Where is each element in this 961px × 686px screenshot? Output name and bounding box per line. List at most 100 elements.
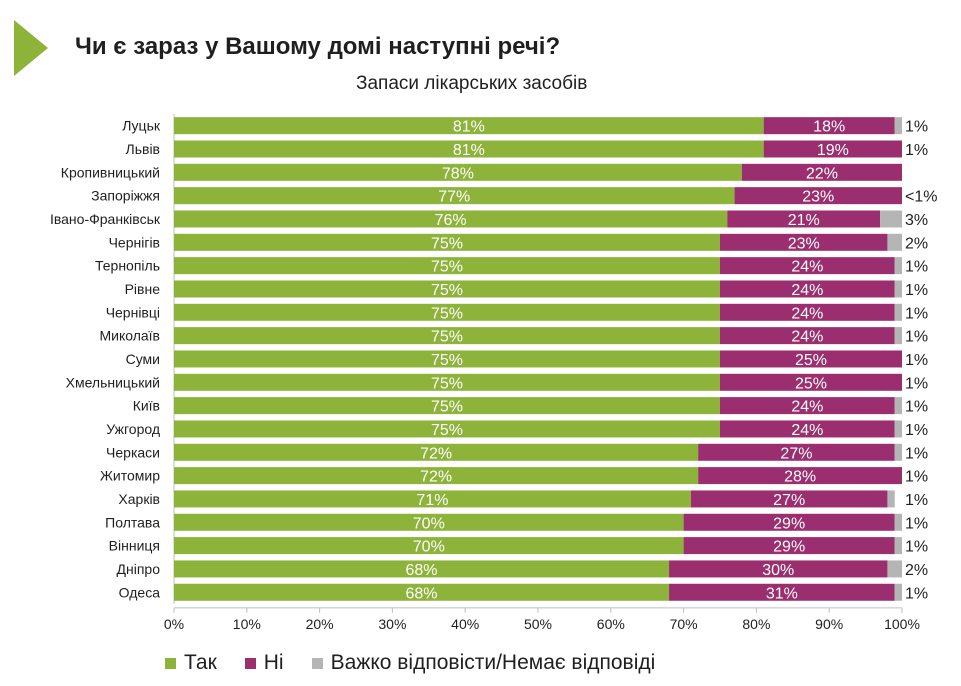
data-label: 68%	[406, 562, 438, 579]
category-label: Ужгород	[106, 421, 160, 437]
data-label: 31%	[766, 585, 798, 602]
data-label: 72%	[420, 445, 452, 462]
data-label: 81%	[453, 142, 485, 159]
bar-segment	[683, 513, 895, 531]
data-label: 25%	[795, 375, 827, 392]
data-label: 75%	[431, 329, 463, 346]
data-label: 2%	[905, 235, 928, 252]
bar-segment	[894, 420, 902, 438]
bar-segment	[720, 257, 895, 275]
data-label: 75%	[431, 399, 463, 416]
data-label: 1%	[905, 259, 928, 276]
bar-segment	[174, 443, 699, 461]
data-label: 75%	[431, 259, 463, 276]
bar-segment	[720, 303, 895, 321]
data-label: 75%	[431, 235, 463, 252]
bar-segment	[174, 303, 720, 321]
data-label: 24%	[791, 399, 823, 416]
data-label: 1%	[905, 585, 928, 602]
data-label: 78%	[442, 165, 474, 182]
data-label: 3%	[905, 212, 928, 229]
bar-segment	[894, 397, 902, 415]
data-label: 1%	[905, 469, 928, 486]
bar-segment	[174, 280, 720, 298]
bar-segment	[174, 467, 699, 485]
legend-label-dk: Важко відповісти/Немає відповіді	[330, 651, 656, 674]
x-tick-label: 30%	[378, 616, 406, 632]
data-label: 24%	[791, 282, 823, 299]
data-label: 1%	[905, 492, 928, 509]
data-label: 75%	[431, 375, 463, 392]
bar-segment	[741, 163, 902, 181]
bar-segment	[174, 210, 728, 228]
bar-segment	[174, 350, 720, 368]
category-label: Дніпро	[117, 561, 161, 577]
bar-segment	[698, 467, 902, 485]
bar-segment	[669, 560, 888, 578]
data-label: 25%	[795, 352, 827, 369]
bar-segment	[894, 257, 902, 275]
x-tick-label: 60%	[597, 616, 625, 632]
data-label: 24%	[791, 305, 823, 322]
data-label: 72%	[420, 469, 452, 486]
category-label: Кропивницький	[61, 164, 160, 180]
data-label: 75%	[431, 305, 463, 322]
data-label: 1%	[905, 329, 928, 346]
category-label: Київ	[133, 398, 160, 414]
category-label: Одеса	[119, 584, 161, 600]
data-label: 1%	[905, 119, 928, 136]
bar-segment	[669, 583, 895, 601]
bar-segment	[727, 210, 881, 228]
category-label: Чернігів	[109, 234, 160, 250]
bar-segment	[720, 233, 888, 251]
bar-segment	[720, 420, 895, 438]
bar-segment	[174, 117, 764, 135]
bar-segment	[698, 443, 895, 461]
category-label: Черкаси	[106, 444, 160, 460]
category-label: Вінниця	[109, 538, 160, 554]
bar-segment	[894, 513, 902, 531]
legend-swatch-no	[244, 657, 256, 669]
page-title: Чи є зараз у Вашому домі наступні речі?	[75, 33, 561, 60]
bar-segment	[894, 117, 902, 135]
x-tick-label: 70%	[670, 616, 698, 632]
bar-segment	[887, 233, 902, 251]
category-label: Запоріжжя	[91, 188, 160, 204]
category-label: Івано-Франківськ	[50, 211, 161, 227]
data-label: 22%	[806, 165, 838, 182]
bar-segment	[174, 373, 720, 391]
legend-swatch-yes	[165, 657, 176, 669]
data-label: <1%	[905, 189, 937, 206]
x-tick-label: 50%	[524, 616, 552, 632]
data-label: 1%	[905, 142, 928, 159]
bar-segment	[720, 327, 895, 345]
bar-segment	[894, 583, 902, 601]
data-label: 1%	[905, 445, 928, 462]
category-label: Миколаїв	[99, 328, 160, 344]
bar-segment	[894, 303, 902, 321]
data-label: 1%	[905, 282, 928, 299]
bar-segment	[683, 537, 895, 555]
data-label: 30%	[762, 562, 794, 579]
bar-segment	[720, 280, 895, 298]
title-arrow-icon	[14, 20, 48, 76]
bar-segment	[174, 257, 720, 275]
bar-segment	[720, 373, 902, 391]
legend-swatch-dk	[311, 657, 323, 669]
x-tick-label: 0%	[164, 616, 184, 632]
bar-segment	[690, 490, 888, 508]
data-label: 21%	[788, 212, 820, 229]
data-label: 70%	[413, 515, 445, 532]
legend-item-dk: Важко відповісти/Немає відповіді	[311, 651, 656, 675]
bar-segment	[174, 327, 720, 345]
data-label: 18%	[813, 119, 845, 136]
bar-segment	[174, 420, 720, 438]
bar-segment	[763, 140, 902, 158]
data-label: 75%	[431, 282, 463, 299]
bar-segment	[894, 443, 902, 461]
data-label: 27%	[780, 445, 812, 462]
bar-segment	[174, 163, 742, 181]
bar-segment	[887, 560, 902, 578]
legend-item-yes: Так	[165, 651, 217, 675]
legend: Так Ні Важко відповісти/Немає відповіді	[165, 651, 683, 675]
